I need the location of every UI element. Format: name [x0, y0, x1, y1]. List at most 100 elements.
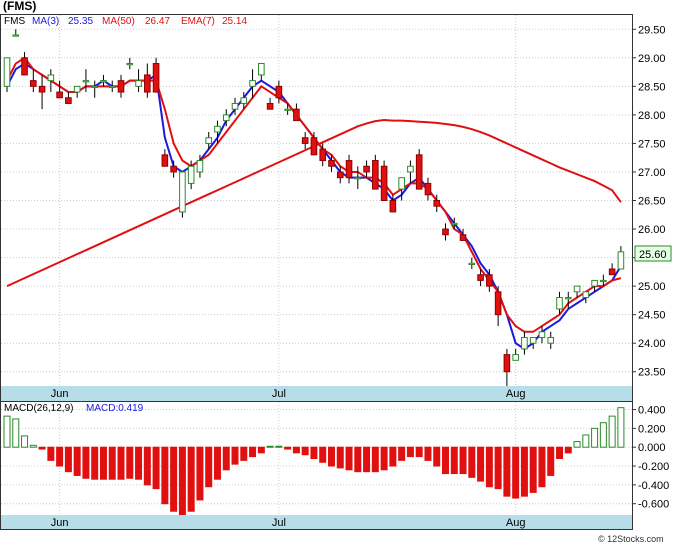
candle-body [65, 97, 72, 104]
candle [608, 263, 616, 276]
macd-bar [38, 446, 46, 450]
candle [415, 149, 423, 190]
candle [433, 194, 441, 212]
candle-body [363, 165, 370, 173]
macd-bar [477, 446, 485, 482]
candle [582, 291, 590, 304]
candle [152, 57, 160, 93]
macd-bar [529, 446, 537, 493]
macd-tick-label: -0.400 [638, 480, 669, 492]
macd-bar [170, 446, 178, 512]
macd-bar [442, 446, 449, 475]
candle-body [170, 165, 177, 173]
candle [144, 63, 151, 98]
candle [205, 132, 213, 150]
chart-title: (FMS) [3, 0, 36, 13]
legend-ma50-value: 26.47 [145, 16, 170, 27]
candle-body [538, 331, 546, 338]
macd-bar [556, 446, 564, 460]
macd-month-label: Jul [272, 517, 286, 529]
candle-body [108, 85, 116, 89]
macd-tick-label: -0.200 [638, 461, 669, 473]
legend-symbol: FMS [4, 16, 25, 27]
candle-body [214, 125, 221, 133]
price-date-band [1, 386, 632, 401]
macd-panel-frame [0, 401, 633, 530]
macd-bar [126, 446, 134, 479]
candle [424, 177, 432, 201]
price-tick-label: 26.00 [638, 224, 666, 236]
macd-bar [292, 446, 300, 454]
last-price-tag: 25.60 [634, 245, 672, 262]
candle-body [293, 108, 300, 122]
candle-body [608, 268, 616, 276]
candle [65, 92, 72, 104]
candle-body [345, 160, 353, 179]
last-price-box [634, 245, 672, 262]
macd-bar [608, 415, 616, 448]
candle [73, 85, 81, 98]
candle-body [161, 154, 169, 167]
candle [389, 194, 397, 213]
macd-bar [494, 446, 502, 490]
candle-body [12, 34, 20, 37]
candle-body [222, 114, 230, 122]
macd-bar [591, 427, 599, 448]
candle-body [380, 165, 388, 201]
candle [363, 160, 370, 178]
candle [249, 69, 256, 98]
candle-body [415, 154, 423, 190]
macd-bar [284, 446, 292, 450]
macd-bar [213, 446, 221, 480]
candle-body [196, 160, 204, 173]
candle-body [310, 137, 318, 156]
candle-body [249, 80, 256, 87]
candle [82, 69, 90, 93]
candle-body [301, 137, 309, 144]
candle-body [582, 291, 590, 299]
month-label: Jun [51, 388, 69, 400]
macd-bar [187, 446, 195, 512]
macd-bar [354, 446, 362, 473]
macd-bar [91, 446, 99, 480]
axes: 23.5024.0024.5025.0025.5026.0026.5027.00… [1, 24, 669, 529]
macd-bar [12, 418, 20, 448]
macd-bar [415, 446, 423, 458]
candle [407, 160, 414, 184]
macd-tick-label: -0.600 [638, 499, 669, 511]
candle-body [100, 80, 107, 83]
candle [170, 160, 177, 178]
candle-body [21, 57, 28, 76]
candle-body [328, 160, 335, 167]
candle [556, 291, 563, 315]
macd-tick-label: 0.200 [638, 423, 666, 435]
candle [91, 80, 99, 98]
candle [187, 160, 195, 190]
price-tick-label: 27.50 [638, 138, 666, 150]
legend-ma3-value: 25.35 [68, 16, 93, 27]
last-price-text: 25.60 [639, 249, 667, 261]
candle [442, 223, 449, 241]
macd-bar [371, 446, 379, 473]
indicator-legend: FMS MA(3) 25.35 MA(50) 26.47 EMA(7) 25.1… [4, 16, 247, 27]
macd-month-label: Jun [51, 517, 69, 529]
macd-bar [29, 444, 37, 448]
macd-bar [363, 446, 371, 473]
price-tick-label: 23.50 [638, 367, 666, 379]
macd-bar [257, 446, 265, 454]
macd-bar [582, 434, 590, 448]
macd-month-label: Aug [506, 517, 526, 529]
candle-body [389, 200, 397, 213]
watermark: © 12Stocks.com [598, 534, 664, 544]
candle-body [398, 177, 405, 190]
candle [600, 274, 607, 287]
macd-bar [196, 446, 204, 501]
legend-ema7-label: EMA(7) [181, 16, 215, 27]
candle-body [529, 336, 537, 344]
candle [564, 291, 572, 309]
candle-body [266, 102, 274, 110]
candle [521, 331, 528, 355]
candle [591, 279, 598, 292]
candle-body [564, 297, 572, 300]
